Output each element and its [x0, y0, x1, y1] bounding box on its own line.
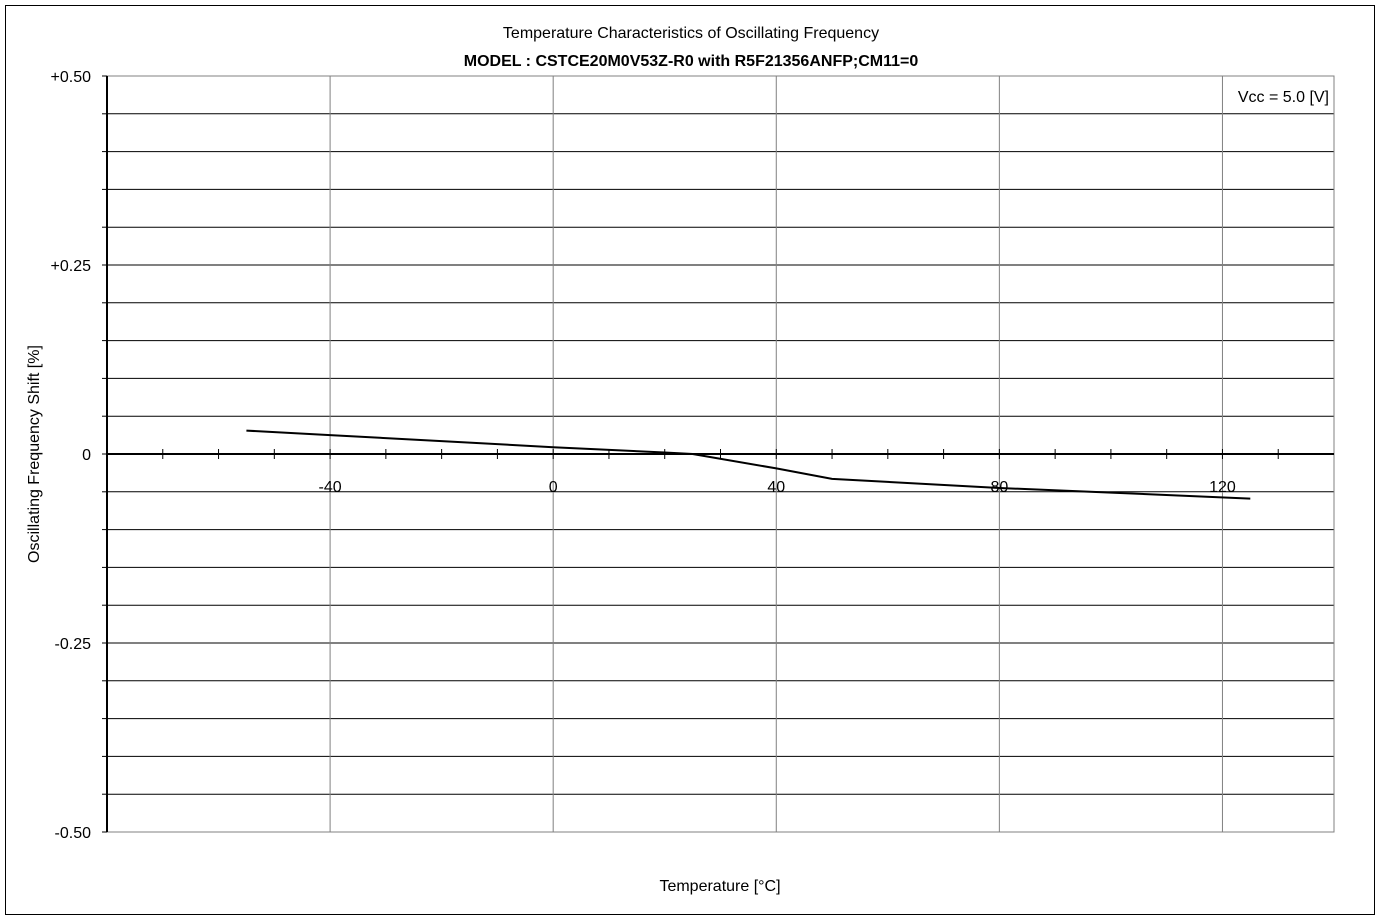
x-axis-label: Temperature [°C]: [659, 878, 780, 895]
vcc-annotation: Vcc = 5.0 [V]: [1238, 89, 1329, 106]
x-tick-label: 40: [767, 479, 785, 496]
series-line: [246, 429, 1251, 500]
y-tick-label: 0: [82, 447, 91, 464]
chart-subtitle: MODEL : CSTCE20M0V53Z-R0 with R5F21356AN…: [464, 53, 919, 70]
y-axis-label: Oscillating Frequency Shift [%]: [26, 345, 43, 563]
x-tick-label: 0: [549, 479, 558, 496]
x-tick-label: -40: [319, 479, 342, 496]
x-tick-label: 80: [990, 479, 1008, 496]
chart-title: Temperature Characteristics of Oscillati…: [503, 25, 879, 42]
y-tick-label: -0.50: [55, 825, 92, 842]
tick-labels: +0.50 +0.25 0 -0.25 -0.50 -40 0 40 80 120: [51, 69, 1236, 842]
axes: [102, 75, 1334, 833]
y-tick-label: +0.25: [51, 258, 92, 275]
y-tick-label: +0.50: [51, 69, 92, 86]
y-tick-label: -0.25: [55, 636, 92, 653]
x-tick-label: 120: [1209, 479, 1236, 496]
series: [246, 429, 1251, 500]
chart-frame: [5, 5, 1375, 915]
